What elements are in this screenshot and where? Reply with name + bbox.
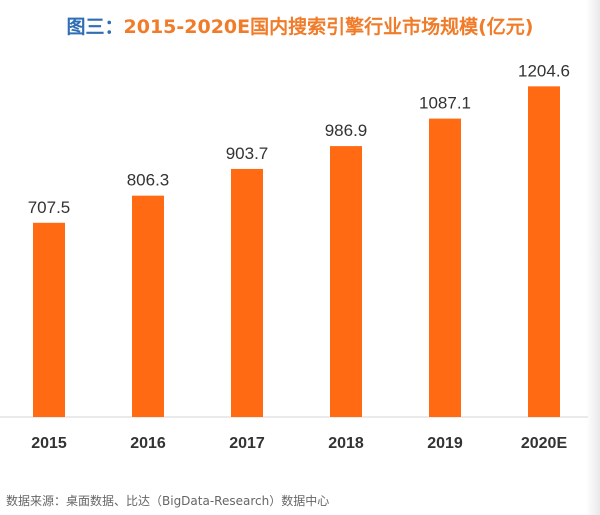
bar-2019 xyxy=(429,118,461,417)
x-tick-2019: 2019 xyxy=(427,435,463,452)
value-label-2020E: 1204.6 xyxy=(518,61,570,80)
chart-title-prefix: 图三： xyxy=(66,16,124,38)
value-label-2017: 903.7 xyxy=(226,144,269,163)
right-edge-shade xyxy=(586,0,600,515)
value-label-2018: 986.9 xyxy=(325,121,368,140)
x-tick-2017: 2017 xyxy=(229,435,265,452)
bars-group: 707.5 2015 806.3 2016 903.7 2017 986.9 2018 1087… xyxy=(28,61,570,452)
value-label-2019: 1087.1 xyxy=(419,94,471,113)
x-tick-2020E: 2020E xyxy=(521,435,568,452)
chart-title-main: 2015-2020E国内搜索引擎行业市场规模(亿元) xyxy=(123,16,534,38)
chart-title: 图三：2015-2020E国内搜索引擎行业市场规模(亿元) xyxy=(0,12,600,39)
bar-2018 xyxy=(330,146,362,417)
bar-2016 xyxy=(132,195,164,417)
x-tick-2018: 2018 xyxy=(328,435,364,452)
bar-2015 xyxy=(33,222,65,417)
bar-2020E xyxy=(528,86,560,417)
bar-chart: 707.5 2015 806.3 2016 903.7 2017 986.9 2018 1087… xyxy=(0,61,588,452)
x-tick-2016: 2016 xyxy=(130,435,166,452)
value-label-2016: 806.3 xyxy=(127,171,170,190)
bar-2017 xyxy=(231,168,263,417)
value-label-2015: 707.5 xyxy=(28,198,71,217)
x-tick-2015: 2015 xyxy=(31,435,67,452)
data-source-note: 数据来源：桌面数据、比达（BigData-Research）数据中心 xyxy=(6,494,330,508)
